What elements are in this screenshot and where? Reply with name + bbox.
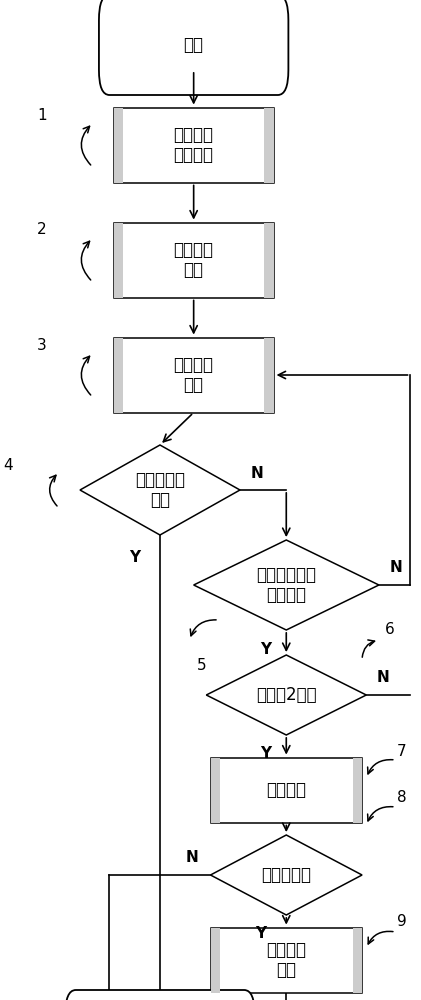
FancyBboxPatch shape — [114, 107, 274, 182]
Polygon shape — [80, 445, 240, 535]
Text: 开始: 开始 — [184, 36, 204, 54]
Text: 4: 4 — [4, 458, 13, 473]
Text: 8: 8 — [397, 790, 407, 804]
Text: 1: 1 — [37, 107, 47, 122]
Text: 是否解决问
题？: 是否解决问 题？ — [135, 471, 185, 509]
Text: 7: 7 — [397, 744, 407, 760]
FancyBboxPatch shape — [114, 223, 274, 298]
Text: 6: 6 — [384, 622, 394, 638]
FancyBboxPatch shape — [65, 990, 255, 1000]
Text: Y: Y — [260, 745, 271, 760]
FancyBboxPatch shape — [114, 338, 123, 412]
FancyBboxPatch shape — [114, 338, 274, 412]
Polygon shape — [210, 835, 362, 915]
Text: 需要学习？: 需要学习？ — [261, 866, 311, 884]
Text: 所有步骤都检
测完毕？: 所有步骤都检 测完毕？ — [256, 566, 316, 604]
Text: 检测了2次？: 检测了2次？ — [256, 686, 317, 704]
Text: 2: 2 — [37, 223, 47, 237]
Text: 9: 9 — [397, 914, 407, 930]
FancyBboxPatch shape — [210, 928, 362, 992]
FancyBboxPatch shape — [99, 0, 288, 95]
Text: 选取故障
类型: 选取故障 类型 — [173, 241, 214, 279]
FancyBboxPatch shape — [264, 223, 274, 298]
FancyBboxPatch shape — [210, 928, 220, 992]
Text: Y: Y — [260, 643, 271, 658]
FancyBboxPatch shape — [210, 758, 220, 822]
Text: N: N — [389, 560, 402, 574]
Text: N: N — [250, 466, 263, 482]
Text: N: N — [377, 670, 389, 684]
Text: 3: 3 — [37, 338, 47, 353]
FancyBboxPatch shape — [353, 758, 362, 822]
FancyBboxPatch shape — [114, 223, 123, 298]
Text: 人工解决: 人工解决 — [266, 781, 306, 799]
FancyBboxPatch shape — [264, 107, 274, 182]
Text: Y: Y — [256, 926, 266, 940]
Text: 5: 5 — [197, 658, 207, 673]
FancyBboxPatch shape — [264, 338, 274, 412]
Text: N: N — [185, 850, 198, 864]
Text: 打开故障
诊断软件: 打开故障 诊断软件 — [173, 126, 214, 164]
Text: Y: Y — [129, 550, 140, 564]
FancyBboxPatch shape — [114, 107, 123, 182]
FancyBboxPatch shape — [210, 758, 362, 822]
Polygon shape — [206, 655, 366, 735]
Text: 执行检测
步骤: 执行检测 步骤 — [173, 356, 214, 394]
Text: 开启学习
功能: 开启学习 功能 — [266, 941, 306, 979]
Polygon shape — [194, 540, 379, 630]
FancyBboxPatch shape — [353, 928, 362, 992]
